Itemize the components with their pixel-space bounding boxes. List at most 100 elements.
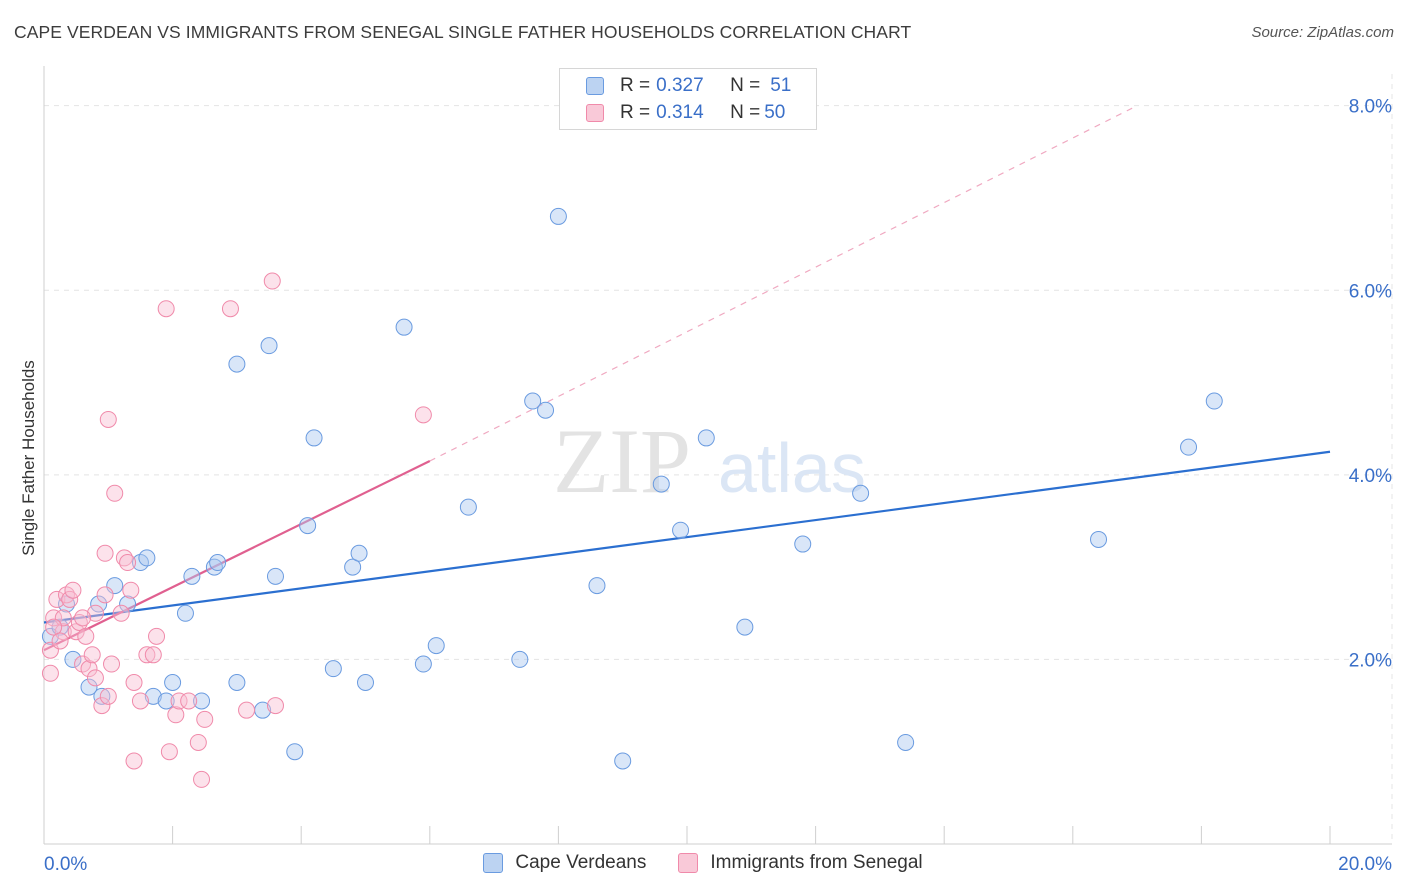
source-label: Source: ZipAtlas.com — [1251, 24, 1394, 41]
senegal-point — [157, 300, 175, 318]
cape-verdean-point — [51, 618, 69, 636]
senegal-point — [112, 604, 130, 622]
legend-swatch-cape — [586, 77, 604, 95]
senegal-point — [170, 692, 188, 710]
legend-r-value: 0.327 — [656, 75, 704, 96]
cape-verdean-point — [697, 429, 715, 447]
y-tick-label: 4.0% — [1349, 466, 1392, 487]
cape-verdean-point — [138, 549, 156, 567]
bottom-legend-label-senegal: Immigrants from Senegal — [710, 852, 923, 873]
cape-verdean-point — [395, 318, 413, 336]
senegal-point — [74, 609, 92, 627]
senegal-point — [83, 646, 101, 664]
senegal-point — [45, 618, 63, 636]
senegal-point — [96, 586, 114, 604]
y-tick-label: 2.0% — [1349, 650, 1392, 671]
cape-verdean-point — [324, 660, 342, 678]
senegal-point — [119, 554, 137, 572]
cape-verdean-point — [205, 558, 223, 576]
senegal-point — [99, 410, 117, 428]
x-tick-label: 20.0% — [1338, 854, 1392, 875]
y-tick-label: 6.0% — [1349, 281, 1392, 302]
cape-verdean-point — [260, 337, 278, 355]
legend-n-value: 50 — [764, 102, 786, 123]
cape-verdean-point — [183, 567, 201, 585]
y-axis-label: Single Father Households — [19, 360, 38, 556]
cape-verdean-point — [144, 687, 162, 705]
cape-verdean-point — [852, 484, 870, 502]
legend-r-value: 0.314 — [656, 102, 704, 123]
y-tick-label: 8.0% — [1349, 97, 1392, 118]
senegal-point — [221, 300, 239, 318]
senegal-point — [48, 590, 66, 608]
senegal-point — [193, 770, 211, 788]
cape-verdean-point — [344, 558, 362, 576]
senegal-point — [125, 752, 143, 770]
tick-labels: 2.0% 4.0% 6.0% 8.0% 0.0% 20.0% — [44, 97, 1392, 875]
cape-verdean-point — [537, 401, 555, 419]
trend-lines — [43, 105, 1331, 652]
cape-verdean-point — [736, 618, 754, 636]
cape-verdean-point — [80, 678, 98, 696]
cape-verdean-point — [614, 752, 632, 770]
senegal-point — [167, 706, 185, 724]
cape-verdean-point — [1090, 530, 1108, 548]
cape-verdean-point — [228, 673, 246, 691]
cape-verdean-point — [1205, 392, 1223, 410]
watermark-atlas: atlas — [718, 429, 866, 507]
cape-verdean-point — [672, 521, 690, 539]
bottom-legend-swatch-cape — [483, 853, 504, 873]
senegal-point — [196, 710, 214, 728]
cape-verdean-point — [794, 535, 812, 553]
senegal-point — [64, 581, 82, 599]
cape-verdean-point — [299, 517, 317, 535]
cape-verdean-point — [286, 743, 304, 761]
bottom-legend-cape: Cape Verdeans — [483, 852, 646, 874]
watermark-zip: ZIP — [553, 410, 691, 512]
senegal-point — [115, 549, 133, 567]
senegal-point — [41, 664, 59, 682]
senegal-point — [238, 701, 256, 719]
senegal-point — [54, 623, 72, 641]
senegal-point — [51, 632, 69, 650]
senegal-point — [86, 604, 104, 622]
cape-verdean-point — [524, 392, 542, 410]
cape-verdean-point — [1180, 438, 1198, 456]
cape-verdean-point — [164, 673, 182, 691]
senegal-point — [180, 692, 198, 710]
senegal-point — [106, 484, 124, 502]
senegal-point — [122, 581, 140, 599]
cape-verdean-point — [652, 475, 670, 493]
senegal-point — [80, 660, 98, 678]
cape-verdean-point — [209, 554, 227, 572]
senegal-point — [138, 646, 156, 664]
cape-verdean-point — [427, 637, 445, 655]
senegal-point — [148, 627, 166, 645]
legend-n-label: N = — [730, 75, 761, 96]
legend-r-label: R = — [620, 102, 651, 123]
axes — [43, 66, 1392, 845]
bottom-legend-senegal: Immigrants from Senegal — [678, 852, 923, 874]
cape-verdean-point — [228, 355, 246, 373]
bottom-legend-swatch-senegal — [678, 853, 699, 873]
senegal-point — [67, 623, 85, 641]
cape-verdean-point — [119, 595, 137, 613]
cape-verdean-point — [90, 595, 108, 613]
senegal-point — [414, 406, 432, 424]
cape-verdean-point — [414, 655, 432, 673]
senegal-point — [96, 544, 114, 562]
cape-verdean-point — [157, 692, 175, 710]
x-tick-label: 0.0% — [44, 854, 87, 875]
data-points — [41, 207, 1223, 788]
senegal-point — [144, 646, 162, 664]
cape-verdean-point — [93, 687, 111, 705]
cape-verdean-point — [350, 544, 368, 562]
legend-n-value: 51 — [770, 75, 792, 96]
senegal-point — [99, 687, 117, 705]
cape-verdean-point — [459, 498, 477, 516]
cape-verdean-point — [511, 650, 529, 668]
senegal-point — [263, 272, 281, 290]
cape-verdean-point — [305, 429, 323, 447]
senegal-point — [160, 743, 178, 761]
